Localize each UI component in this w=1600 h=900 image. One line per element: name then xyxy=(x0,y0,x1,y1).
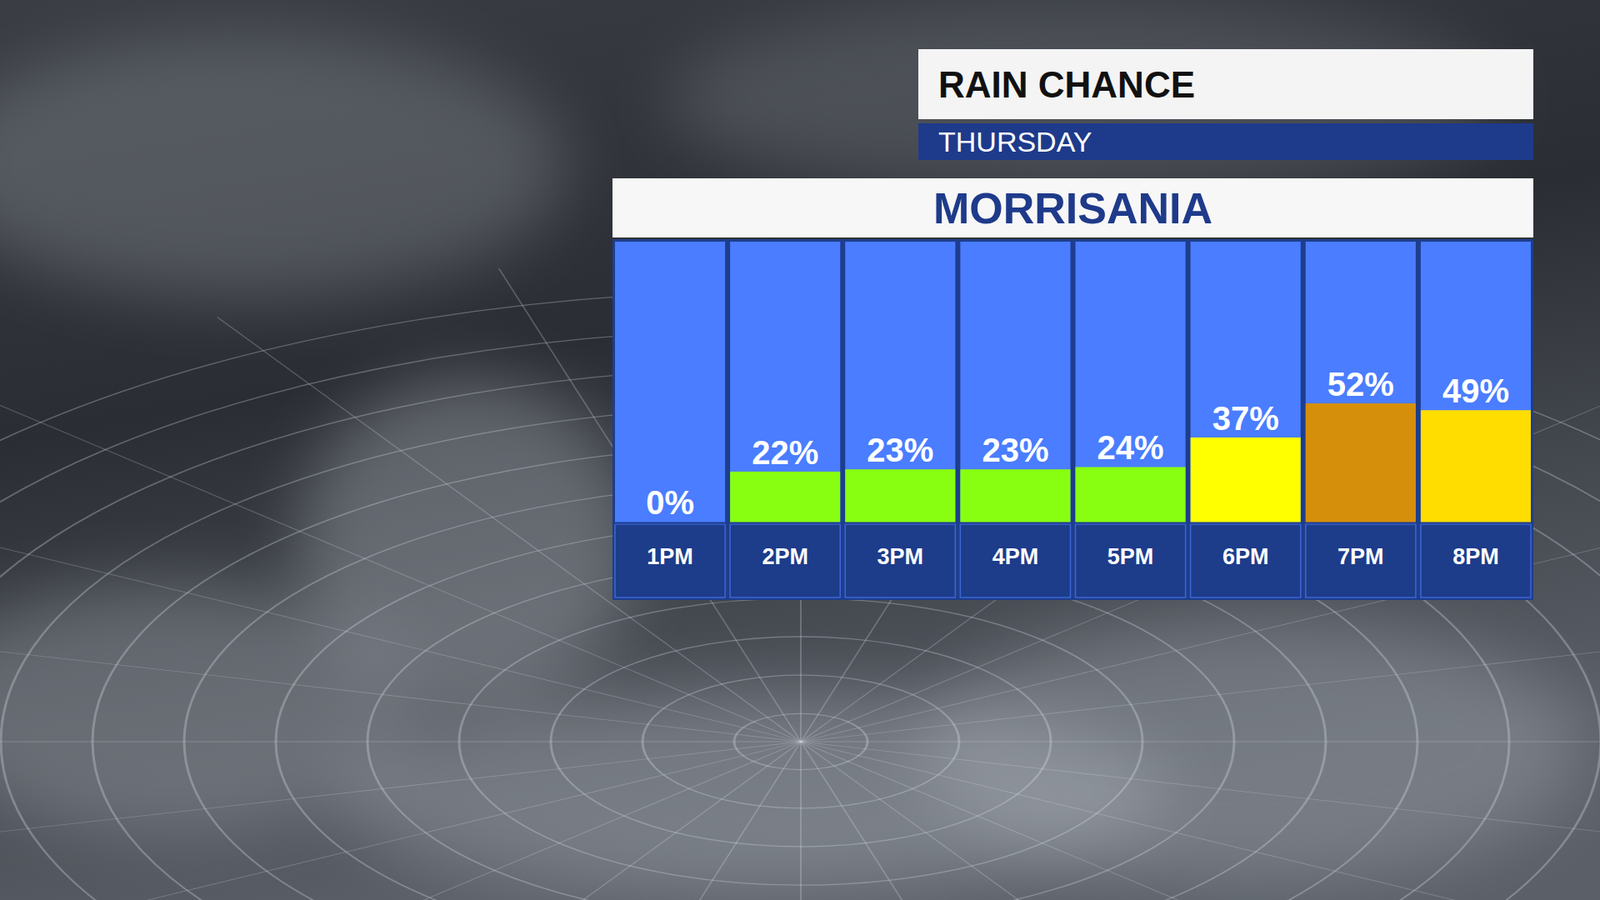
column-bg xyxy=(730,241,840,523)
column-bg xyxy=(1190,241,1301,523)
column-bg xyxy=(960,241,1070,523)
cloud xyxy=(333,691,1167,892)
bars xyxy=(730,404,1530,523)
column-label-bg xyxy=(1305,524,1416,598)
column-bg xyxy=(615,241,725,523)
data-labels: 0% 22% 23% 23% 24% 37% 52% 49% xyxy=(645,365,1510,521)
data-label: 22% xyxy=(751,434,819,471)
radar-spoke xyxy=(800,395,1600,742)
x-axis: 1PM 2PM 3PM 4PM 5PM 6PM 7PM 8PM xyxy=(613,522,1535,570)
x-tick-label: 3PM xyxy=(877,544,925,570)
x-tick: 4PM xyxy=(992,522,1040,570)
radar-spoke xyxy=(800,615,1600,742)
x-tick-label: 6PM xyxy=(1222,544,1270,570)
cloud xyxy=(0,33,567,300)
column-label-bg xyxy=(845,524,955,598)
x-tick-label: 4PM xyxy=(992,544,1040,570)
x-tick: 7PM xyxy=(1337,522,1385,570)
x-tick-label: 1PM xyxy=(646,544,694,570)
x-axis-line xyxy=(613,522,1535,525)
x-tick: 3PM xyxy=(877,522,925,570)
radar-spoke xyxy=(800,741,802,900)
panel xyxy=(612,239,1534,600)
column-label-bg xyxy=(730,524,840,598)
x-tick: 2PM xyxy=(761,522,809,570)
radar-spoke xyxy=(499,741,801,900)
column-label-bg xyxy=(960,524,1070,598)
data-label: 52% xyxy=(1327,365,1395,403)
location: MORRISANIA xyxy=(933,184,1213,233)
radar-spoke xyxy=(0,741,801,743)
column-label-bg xyxy=(615,524,725,598)
radar-spoke xyxy=(0,741,801,900)
location-box xyxy=(612,178,1534,238)
title-box xyxy=(918,49,1534,120)
column-bg xyxy=(1075,241,1186,523)
x-tick: 1PM xyxy=(646,522,694,570)
radar-spoke xyxy=(0,496,801,742)
data-label: 37% xyxy=(1212,400,1280,437)
subtitle: THURSDAY xyxy=(938,125,1093,158)
column-label-bg xyxy=(1190,524,1301,598)
data-label: 23% xyxy=(981,431,1049,469)
clouds xyxy=(0,0,1584,892)
bar xyxy=(730,472,840,523)
column-label-bg xyxy=(1075,524,1186,598)
column-label-bg xyxy=(1420,524,1531,598)
x-tick: 8PM xyxy=(1452,522,1500,570)
radar-spoke xyxy=(800,496,1600,742)
data-label: 49% xyxy=(1442,372,1510,410)
radar-spoke xyxy=(0,615,801,742)
columns xyxy=(615,241,1531,598)
x-tick-label: 8PM xyxy=(1452,544,1500,570)
x-tick: 5PM xyxy=(1107,522,1155,570)
radar-spoke xyxy=(0,741,801,869)
radar-spoke xyxy=(0,741,801,900)
x-tick-label: 2PM xyxy=(761,544,809,570)
radar-spoke xyxy=(217,741,801,900)
data-label: 23% xyxy=(866,431,934,469)
data-label: 0% xyxy=(645,484,695,521)
column-bg xyxy=(1305,241,1416,523)
radar-spoke xyxy=(800,741,1103,900)
column-bg xyxy=(845,241,955,523)
x-tick-label: 7PM xyxy=(1337,544,1385,570)
bar xyxy=(845,470,955,523)
bar xyxy=(1421,410,1530,523)
radar-spoke xyxy=(800,741,1385,900)
radar-spoke xyxy=(800,741,1600,900)
x-tick-label: 5PM xyxy=(1107,544,1155,570)
chart: RAIN CHANCE THURSDAY MORRISANIA 0% 22% 23% 23%… xyxy=(0,0,1600,900)
bar xyxy=(1306,404,1415,523)
radar-spoke xyxy=(800,741,1600,743)
data-label: 24% xyxy=(1097,429,1165,466)
radar-spoke xyxy=(800,741,1600,900)
bar xyxy=(1076,467,1185,523)
bar xyxy=(1191,438,1300,523)
title: RAIN CHANCE xyxy=(938,64,1195,105)
radar-spoke xyxy=(800,741,1600,869)
column-bg xyxy=(1420,241,1531,523)
x-tick: 6PM xyxy=(1222,522,1270,570)
subtitle-box xyxy=(918,123,1534,160)
bar xyxy=(960,470,1070,523)
